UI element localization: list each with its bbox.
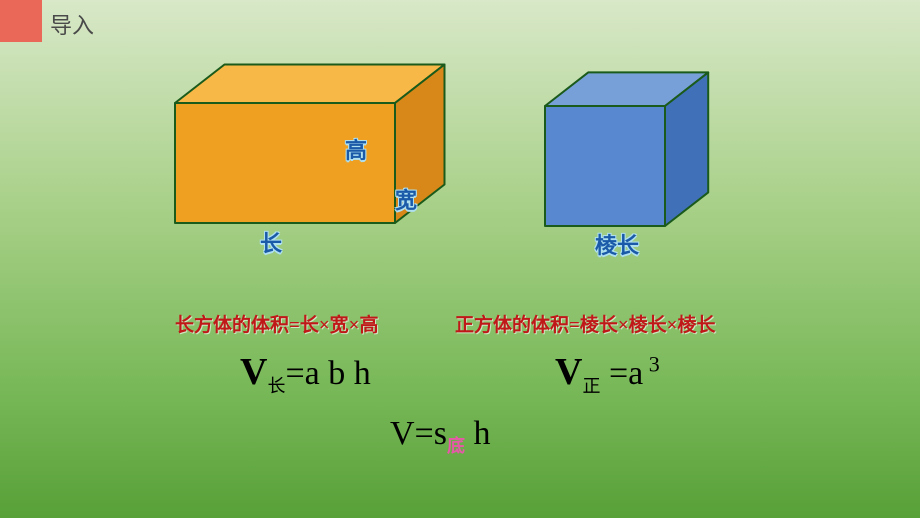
cube-eq: =a (600, 355, 643, 392)
header-accent-block (0, 0, 42, 42)
cuboid-volume-formula: V长=a b h (240, 350, 371, 398)
general-volume-formula: V=s底 h (390, 415, 490, 458)
cube-sup: 3 (643, 352, 660, 377)
cuboid-shape: 高 宽 长 (170, 58, 470, 263)
cube-shape: 棱长 (540, 68, 760, 273)
v-sub-cube: 正 (582, 376, 600, 396)
header-title: 导入 (50, 8, 94, 40)
cube-volume-formula: V正 =a 3 (555, 350, 660, 398)
cuboid-height-label: 高 (345, 133, 367, 165)
cuboid-width-label: 宽 (395, 183, 417, 215)
cuboid-length-label: 长 (260, 226, 282, 258)
general-sub-base: 底 (447, 436, 465, 456)
v-sub-length: 长 (267, 376, 285, 396)
cube-formula-text: 正方体的体积=棱长×棱长×棱长 (455, 310, 715, 337)
cuboid-formula-text: 长方体的体积=长×宽×高 (175, 310, 378, 337)
general-lhs: V=s (390, 415, 447, 452)
v-symbol-cube: V (555, 351, 582, 393)
cube-edge-label: 棱长 (595, 228, 639, 260)
v-symbol: V (240, 351, 267, 393)
cuboid-svg (170, 58, 470, 258)
cuboid-rhs: =a b h (285, 355, 370, 392)
cube-svg (540, 68, 760, 268)
general-rhs: h (465, 415, 491, 452)
